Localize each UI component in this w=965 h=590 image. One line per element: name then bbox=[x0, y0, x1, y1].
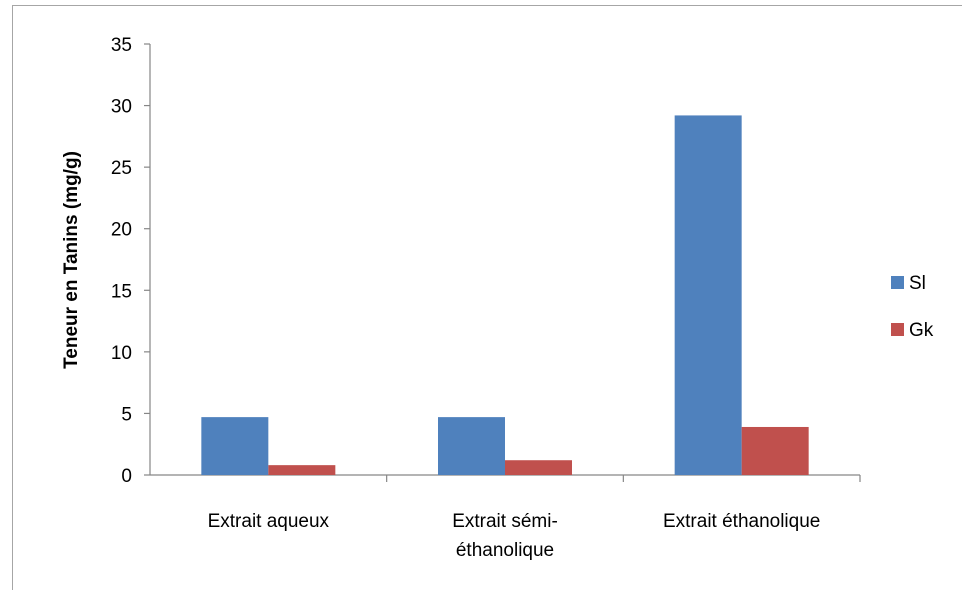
x-category-label: Extrait aqueux bbox=[208, 511, 330, 532]
y-tick-label: 25 bbox=[111, 158, 132, 179]
y-tick-label: 15 bbox=[111, 281, 132, 302]
legend-swatch bbox=[891, 323, 904, 336]
bars bbox=[201, 115, 809, 476]
legend-swatch bbox=[891, 276, 904, 289]
y-tick-label: 0 bbox=[121, 466, 132, 487]
chart-frame bbox=[12, 5, 962, 590]
y-tick-label: 5 bbox=[121, 404, 132, 425]
y-tick-label: 20 bbox=[111, 220, 132, 241]
bar-sl bbox=[201, 417, 269, 475]
legend: Sl Gk bbox=[891, 273, 934, 341]
x-category-label: Extrait éthanolique bbox=[663, 511, 820, 532]
x-axis-categories: Extrait aqueux Extrait sémi-éthanolique Ex… bbox=[208, 511, 821, 561]
y-tick-label: 30 bbox=[111, 97, 132, 118]
y-axis-label: Teneur en Tanins (mg/g) bbox=[61, 151, 82, 369]
bar-gk bbox=[268, 465, 336, 475]
bar-gk bbox=[741, 426, 809, 475]
x-category-label: Extrait sémi-éthanolique bbox=[452, 511, 558, 561]
bar-sl bbox=[438, 417, 505, 475]
legend-label: Sl bbox=[909, 273, 926, 294]
y-axis-ticks: 0 5 10 15 20 25 30 35 bbox=[111, 35, 150, 487]
bar-gk bbox=[505, 460, 572, 475]
bar-sl bbox=[674, 115, 742, 476]
y-tick-label: 10 bbox=[111, 343, 132, 364]
y-tick-label: 35 bbox=[111, 35, 132, 56]
legend-label: Gk bbox=[909, 320, 934, 341]
chart-axes bbox=[149, 44, 861, 482]
